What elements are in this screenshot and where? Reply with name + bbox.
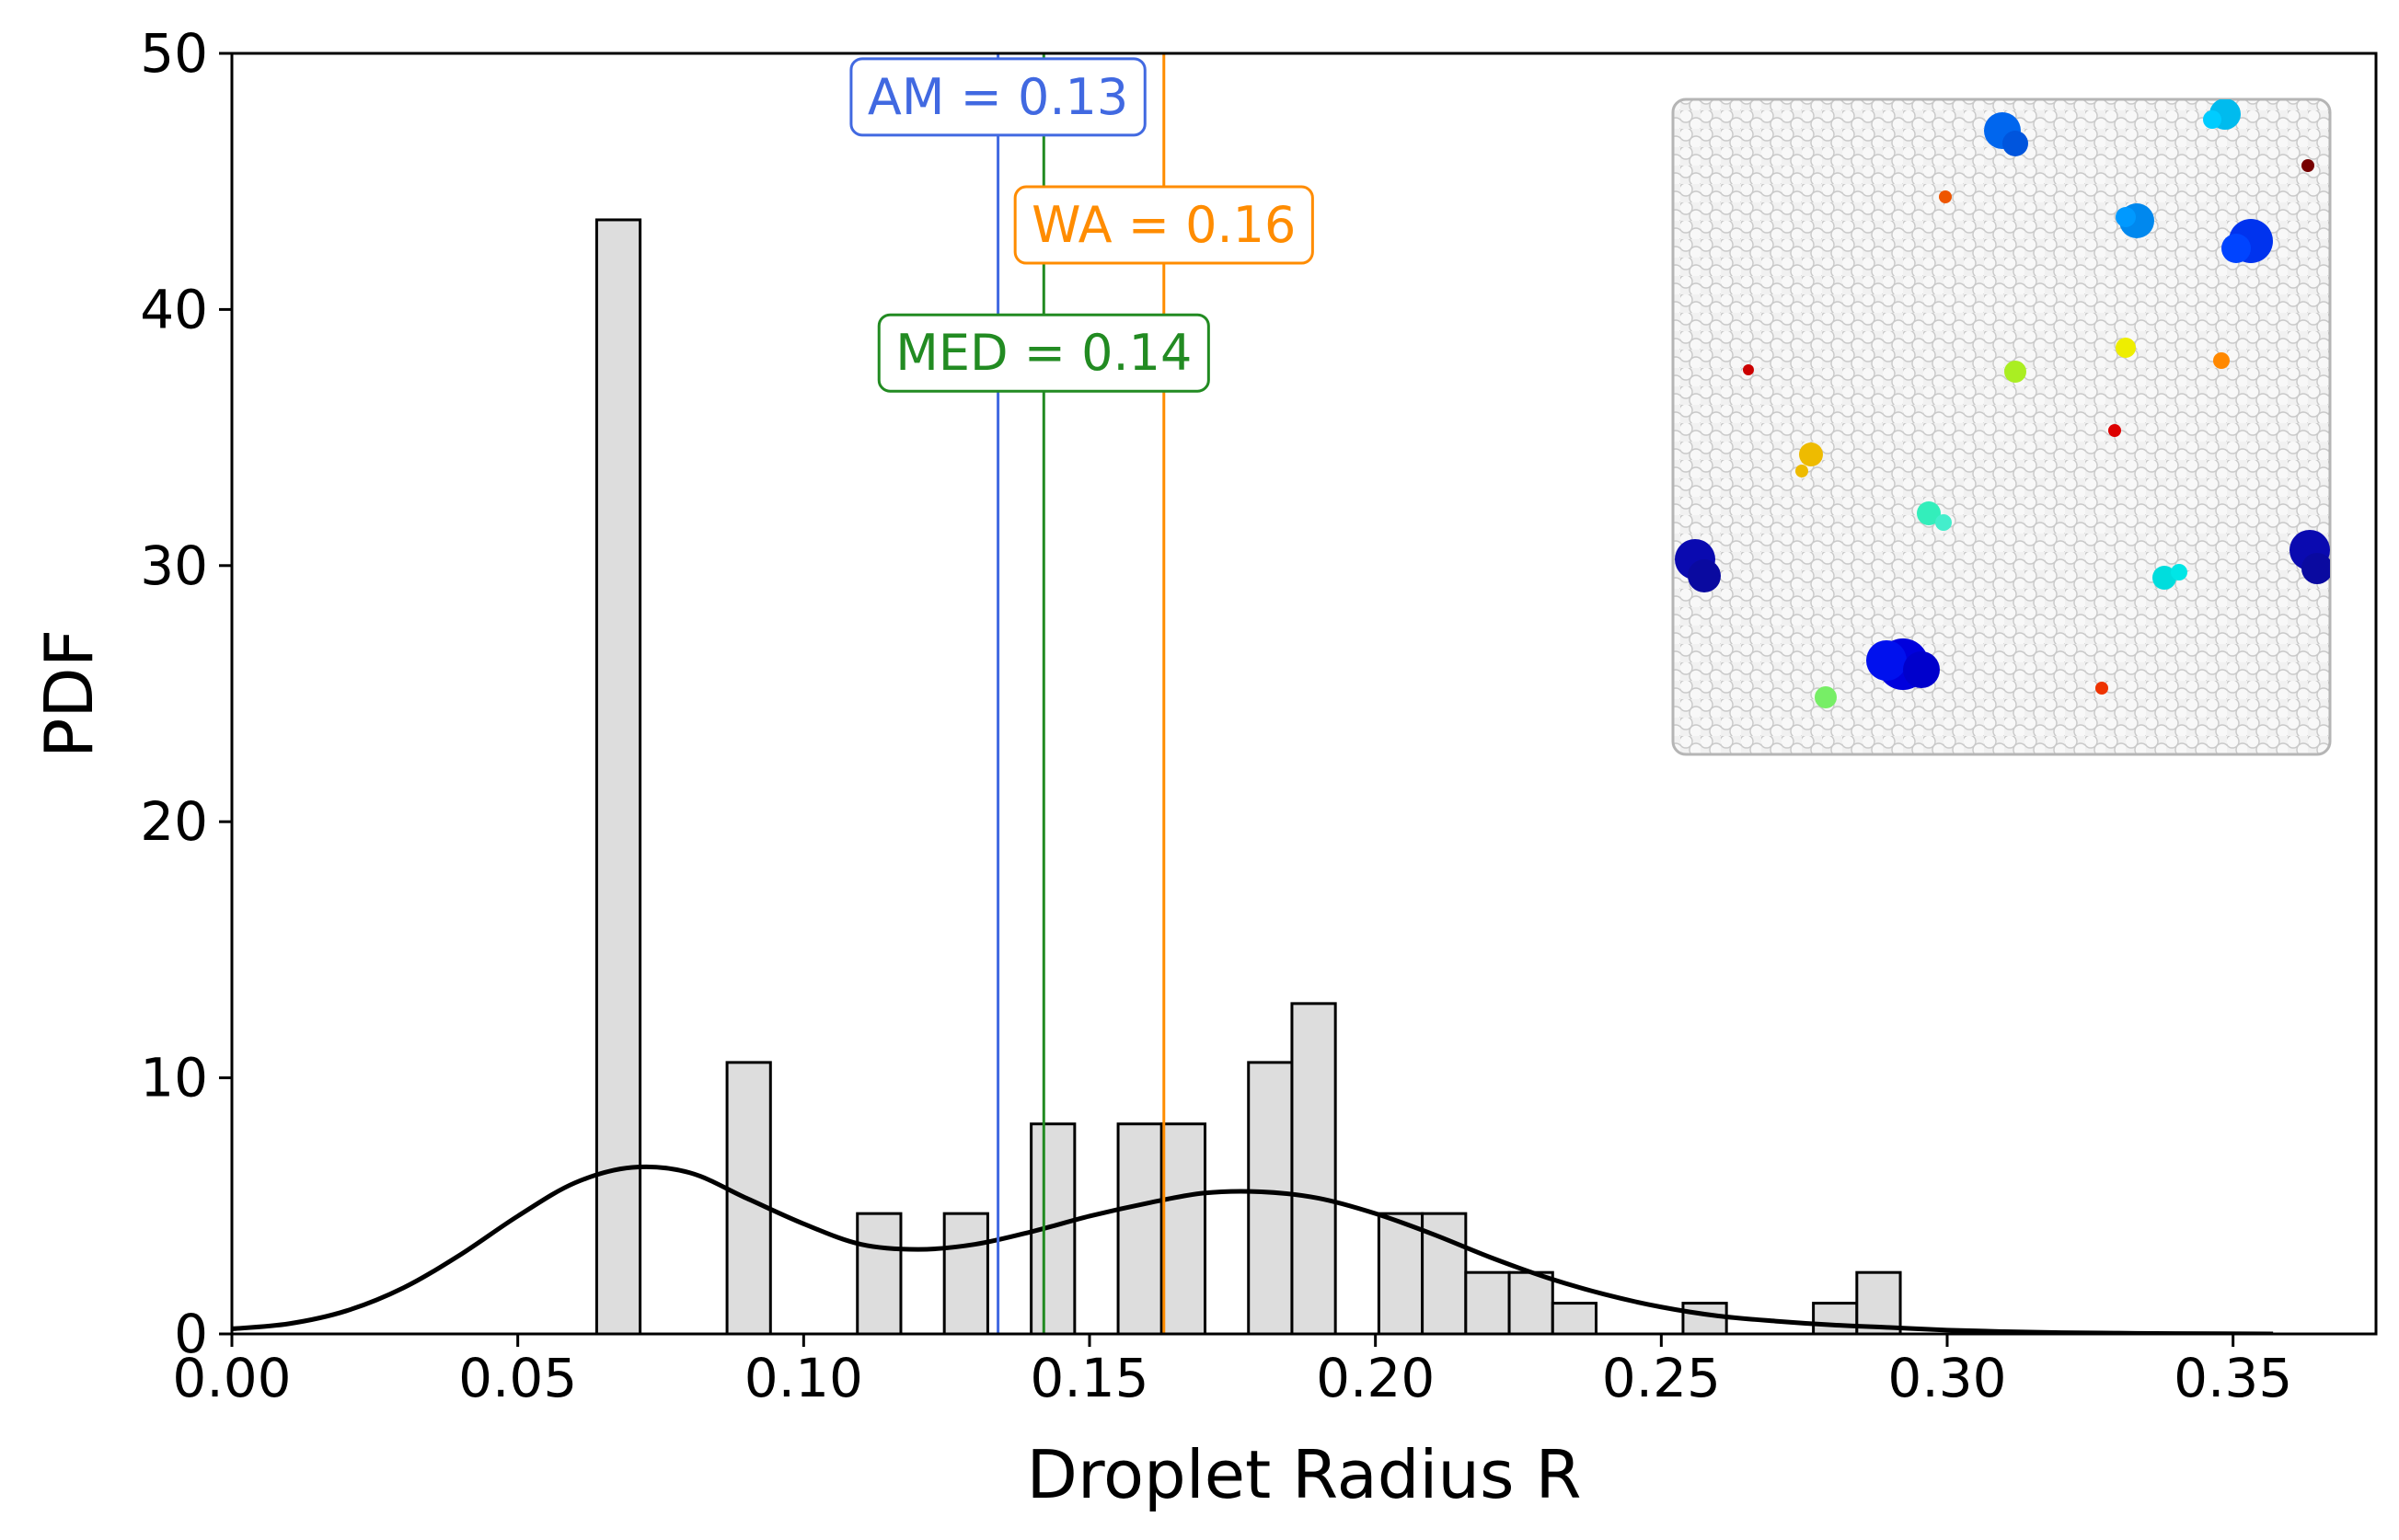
histogram-bar-7 <box>1247 1061 1294 1334</box>
y-tick-label: 40 <box>140 278 208 340</box>
histogram-bar-6 <box>1159 1122 1207 1334</box>
ref-label-box-am <box>849 57 1147 137</box>
x-tick-label: 0.10 <box>744 1347 863 1409</box>
droplet-cluster <box>1795 442 1823 477</box>
ref-label-box-med <box>877 313 1210 393</box>
histogram-bar-5 <box>1116 1122 1163 1334</box>
y-axis-label: PDF <box>30 629 108 758</box>
ref-label-box-wa <box>1013 185 1314 265</box>
histogram-bar-4 <box>1030 1122 1077 1334</box>
y-tick-label: 50 <box>140 22 208 85</box>
histogram-bar-0 <box>594 218 642 1334</box>
inset-droplets <box>1675 99 2330 708</box>
ref-label-wa: WA = 0.16 <box>1032 196 1296 254</box>
droplet-cluster <box>2095 682 2108 695</box>
histogram-bar-12 <box>1507 1270 1554 1334</box>
droplet-cluster <box>1743 364 1754 375</box>
x-tick-label: 0.15 <box>1030 1347 1148 1409</box>
y-tick-label: 30 <box>140 534 208 597</box>
x-tick-label: 0.35 <box>2174 1347 2292 1409</box>
histogram-bar-11 <box>1464 1270 1511 1334</box>
histogram-bar-15 <box>1812 1302 1859 1334</box>
droplet-cluster <box>2301 159 2314 172</box>
droplet-cluster <box>1675 539 1721 592</box>
y-tick-label: 0 <box>174 1303 208 1365</box>
x-axis-ticks: 0.00 0.05 0.10 0.15 0.20 0.25 0.30 0.35 <box>172 1334 2292 1409</box>
simulation-snapshot-inset <box>1671 98 2332 756</box>
histogram-bar-3 <box>942 1212 989 1334</box>
histogram-bars <box>594 218 1902 1334</box>
x-tick-label: 0.30 <box>1887 1347 2006 1409</box>
droplet-cluster <box>2203 99 2241 130</box>
droplet-cluster <box>2116 203 2154 238</box>
histogram-bar-9 <box>1377 1212 1424 1334</box>
y-tick-label: 20 <box>140 790 208 853</box>
droplet-cluster <box>1984 112 2028 156</box>
kde-layer <box>232 1164 2274 1334</box>
droplet-cluster <box>2108 424 2121 437</box>
droplet-cluster <box>1917 501 1952 531</box>
ref-label-am: AM = 0.13 <box>868 68 1128 126</box>
x-tick-label: 0.25 <box>1602 1347 1721 1409</box>
droplet-cluster <box>2289 530 2330 584</box>
droplet-cluster <box>1866 638 1940 690</box>
x-axis-label: Droplet Radius R <box>1027 1436 1582 1513</box>
y-tick-label: 10 <box>140 1047 208 1109</box>
x-tick-label: 0.05 <box>458 1347 577 1409</box>
droplet-cluster <box>2116 338 2136 358</box>
droplet-cluster <box>2213 352 2230 369</box>
ref-label-med: MED = 0.14 <box>895 324 1192 382</box>
plot-frame <box>230 52 2378 1336</box>
histogram-bar-8 <box>1290 1002 1337 1334</box>
histogram-bar-13 <box>1551 1302 1598 1334</box>
reference-lines: AM = 0.13 WA = 0.16 MED = 0.14 <box>849 53 1314 1334</box>
inset-particle-bed <box>1671 98 2332 756</box>
x-tick-label: 0.00 <box>172 1347 291 1409</box>
droplet-cluster <box>2152 564 2187 590</box>
kde-curve <box>232 1164 2274 1334</box>
histogram-bar-2 <box>856 1212 903 1334</box>
droplet-cluster <box>1815 686 1837 708</box>
droplet-cluster <box>2221 219 2273 263</box>
x-tick-label: 0.20 <box>1316 1347 1435 1409</box>
histogram-bar-14 <box>1681 1302 1728 1334</box>
droplet-cluster <box>1939 190 1952 203</box>
y-axis-ticks: 0 10 20 30 40 50 <box>140 22 232 1365</box>
droplet-cluster <box>2004 361 2026 383</box>
